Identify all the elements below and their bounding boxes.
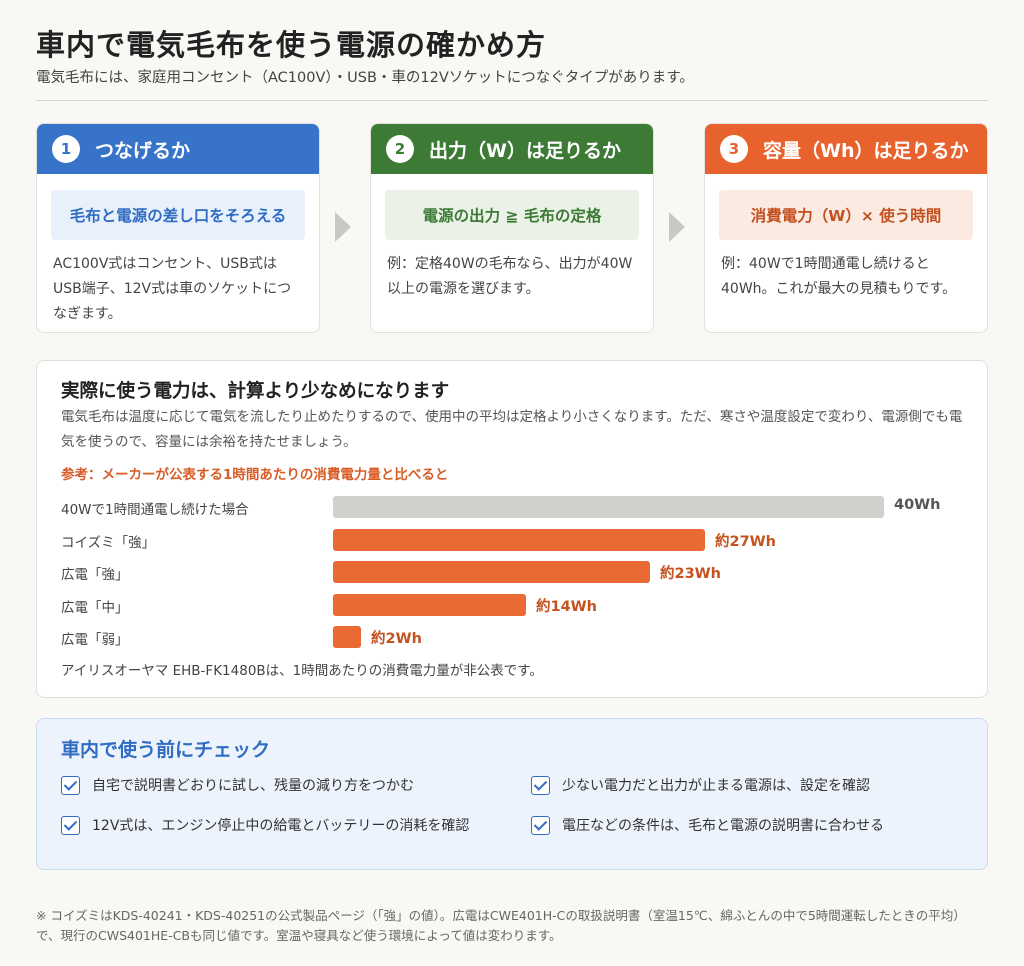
- step-body: 例：40Wで1時間通電し続けると40Wh。これが最大の見積もりです。: [721, 256, 957, 297]
- usage-description: 電気毛布は温度に応じて電気を流したり止めたりするので、使用中の平均は定格より小さ…: [61, 409, 963, 450]
- step-highlight: 電源の出力 ≧ 毛布の定格: [385, 190, 639, 240]
- checklist-item: 少ない電力だと出力が止まる電源は、設定を確認: [531, 775, 870, 795]
- step-card-connect: 1 つなげるか 毛布と電源の差し口をそろえる AC100V式はコンセント、USB…: [36, 123, 320, 333]
- checklist-item: 自宅で説明書どおりに試し、残量の減り方をつかむ: [61, 775, 414, 795]
- footnote: ※ コイズミはKDS-40241・KDS-40251の公式製品ページ（「強」の値…: [36, 908, 966, 943]
- bar-value-label: 40Wh: [894, 497, 941, 513]
- bar-value-label: 約23Wh: [660, 566, 721, 582]
- checklist-panel: 車内で使う前にチェック 自宅で説明書どおりに試し、残量の減り方をつかむ 少ない電…: [36, 718, 988, 870]
- bar: [333, 593, 526, 616]
- step-number-badge: 1: [52, 135, 80, 163]
- checklist-title: 車内で使う前にチェック: [61, 739, 271, 761]
- bar: [333, 496, 884, 518]
- step-number-badge: 3: [720, 135, 748, 163]
- arrow-right-icon: [335, 212, 351, 242]
- step-card-capacity: 3 容量（Wh）は足りるか 消費電力（W）× 使う時間 例：40Wで1時間通電し…: [704, 123, 988, 333]
- checklist-item-label: 電圧などの条件は、毛布と電源の説明書に合わせる: [562, 818, 884, 834]
- step-body: AC100V式はコンセント、USB式はUSB端子、12V式は車のソケットにつなぎ…: [53, 256, 292, 322]
- page-title: 車内で電気毛布を使う電源の確かめ方: [36, 28, 547, 62]
- checklist-item-label: 自宅で説明書どおりに試し、残量の減り方をつかむ: [92, 778, 414, 794]
- checkbox-checked-icon: [61, 815, 80, 835]
- checklist-item-label: 少ない電力だと出力が止まる電源は、設定を確認: [562, 778, 870, 794]
- bar: [333, 626, 361, 648]
- step-header: 1 つなげるか: [37, 124, 319, 174]
- checkbox-checked-icon: [531, 775, 550, 795]
- step-card-output: 2 出力（W）は足りるか 電源の出力 ≧ 毛布の定格 例：定格40Wの毛布なら、…: [370, 123, 654, 333]
- step-title: 出力（W）は足りるか: [429, 139, 621, 162]
- step-title: 容量（Wh）は足りるか: [763, 139, 969, 162]
- divider: [36, 100, 988, 101]
- checklist-item: 12V式は、エンジン停止中の給電とバッテリーの消耗を確認: [61, 815, 469, 835]
- usage-note: アイリスオーヤマ EHB-FK1480Bは、1時間あたりの消費電力量が非公表です…: [61, 663, 543, 679]
- usage-title: 実際に使う電力は、計算より少なめになります: [61, 381, 450, 402]
- usage-panel: 実際に使う電力は、計算より少なめになります 電気毛布は温度に応じて電気を流したり…: [36, 360, 988, 698]
- bar-category-label: 広電「中」: [61, 599, 129, 616]
- step-header: 2 出力（W）は足りるか: [371, 124, 653, 174]
- step-title: つなげるか: [95, 139, 191, 162]
- arrow-right-icon: [669, 212, 685, 242]
- bar: [333, 561, 650, 583]
- checkbox-checked-icon: [61, 775, 80, 795]
- step-highlight: 消費電力（W）× 使う時間: [719, 190, 973, 240]
- usage-reference: 参考：メーカーが公表する1時間あたりの消費電力量と比べると: [61, 467, 449, 483]
- checkbox-checked-icon: [531, 815, 550, 835]
- bar-value-label: 約2Wh: [371, 631, 422, 647]
- page-subtitle: 電気毛布には、家庭用コンセント（AC100V）・USB・車の12Vソケットにつな…: [36, 70, 694, 86]
- step-header: 3 容量（Wh）は足りるか: [705, 124, 987, 174]
- step-number-badge: 2: [386, 135, 414, 163]
- bar: [333, 528, 705, 551]
- bar-category-label: 40Wで1時間通電し続けた場合: [61, 502, 249, 518]
- checklist-item: 電圧などの条件は、毛布と電源の説明書に合わせる: [531, 815, 884, 835]
- checklist-item-label: 12V式は、エンジン停止中の給電とバッテリーの消耗を確認: [92, 818, 470, 834]
- bar-category-label: 広電「強」: [61, 567, 129, 583]
- bar-value-label: 約14Wh: [536, 598, 597, 615]
- bar-value-label: 約27Wh: [715, 533, 776, 550]
- bar-category-label: 広電「弱」: [61, 632, 129, 648]
- step-body: 例：定格40Wの毛布なら、出力が40W以上の電源を選びます。: [387, 256, 633, 297]
- bar-category-label: コイズミ「強」: [61, 534, 156, 551]
- step-highlight: 毛布と電源の差し口をそろえる: [51, 190, 305, 240]
